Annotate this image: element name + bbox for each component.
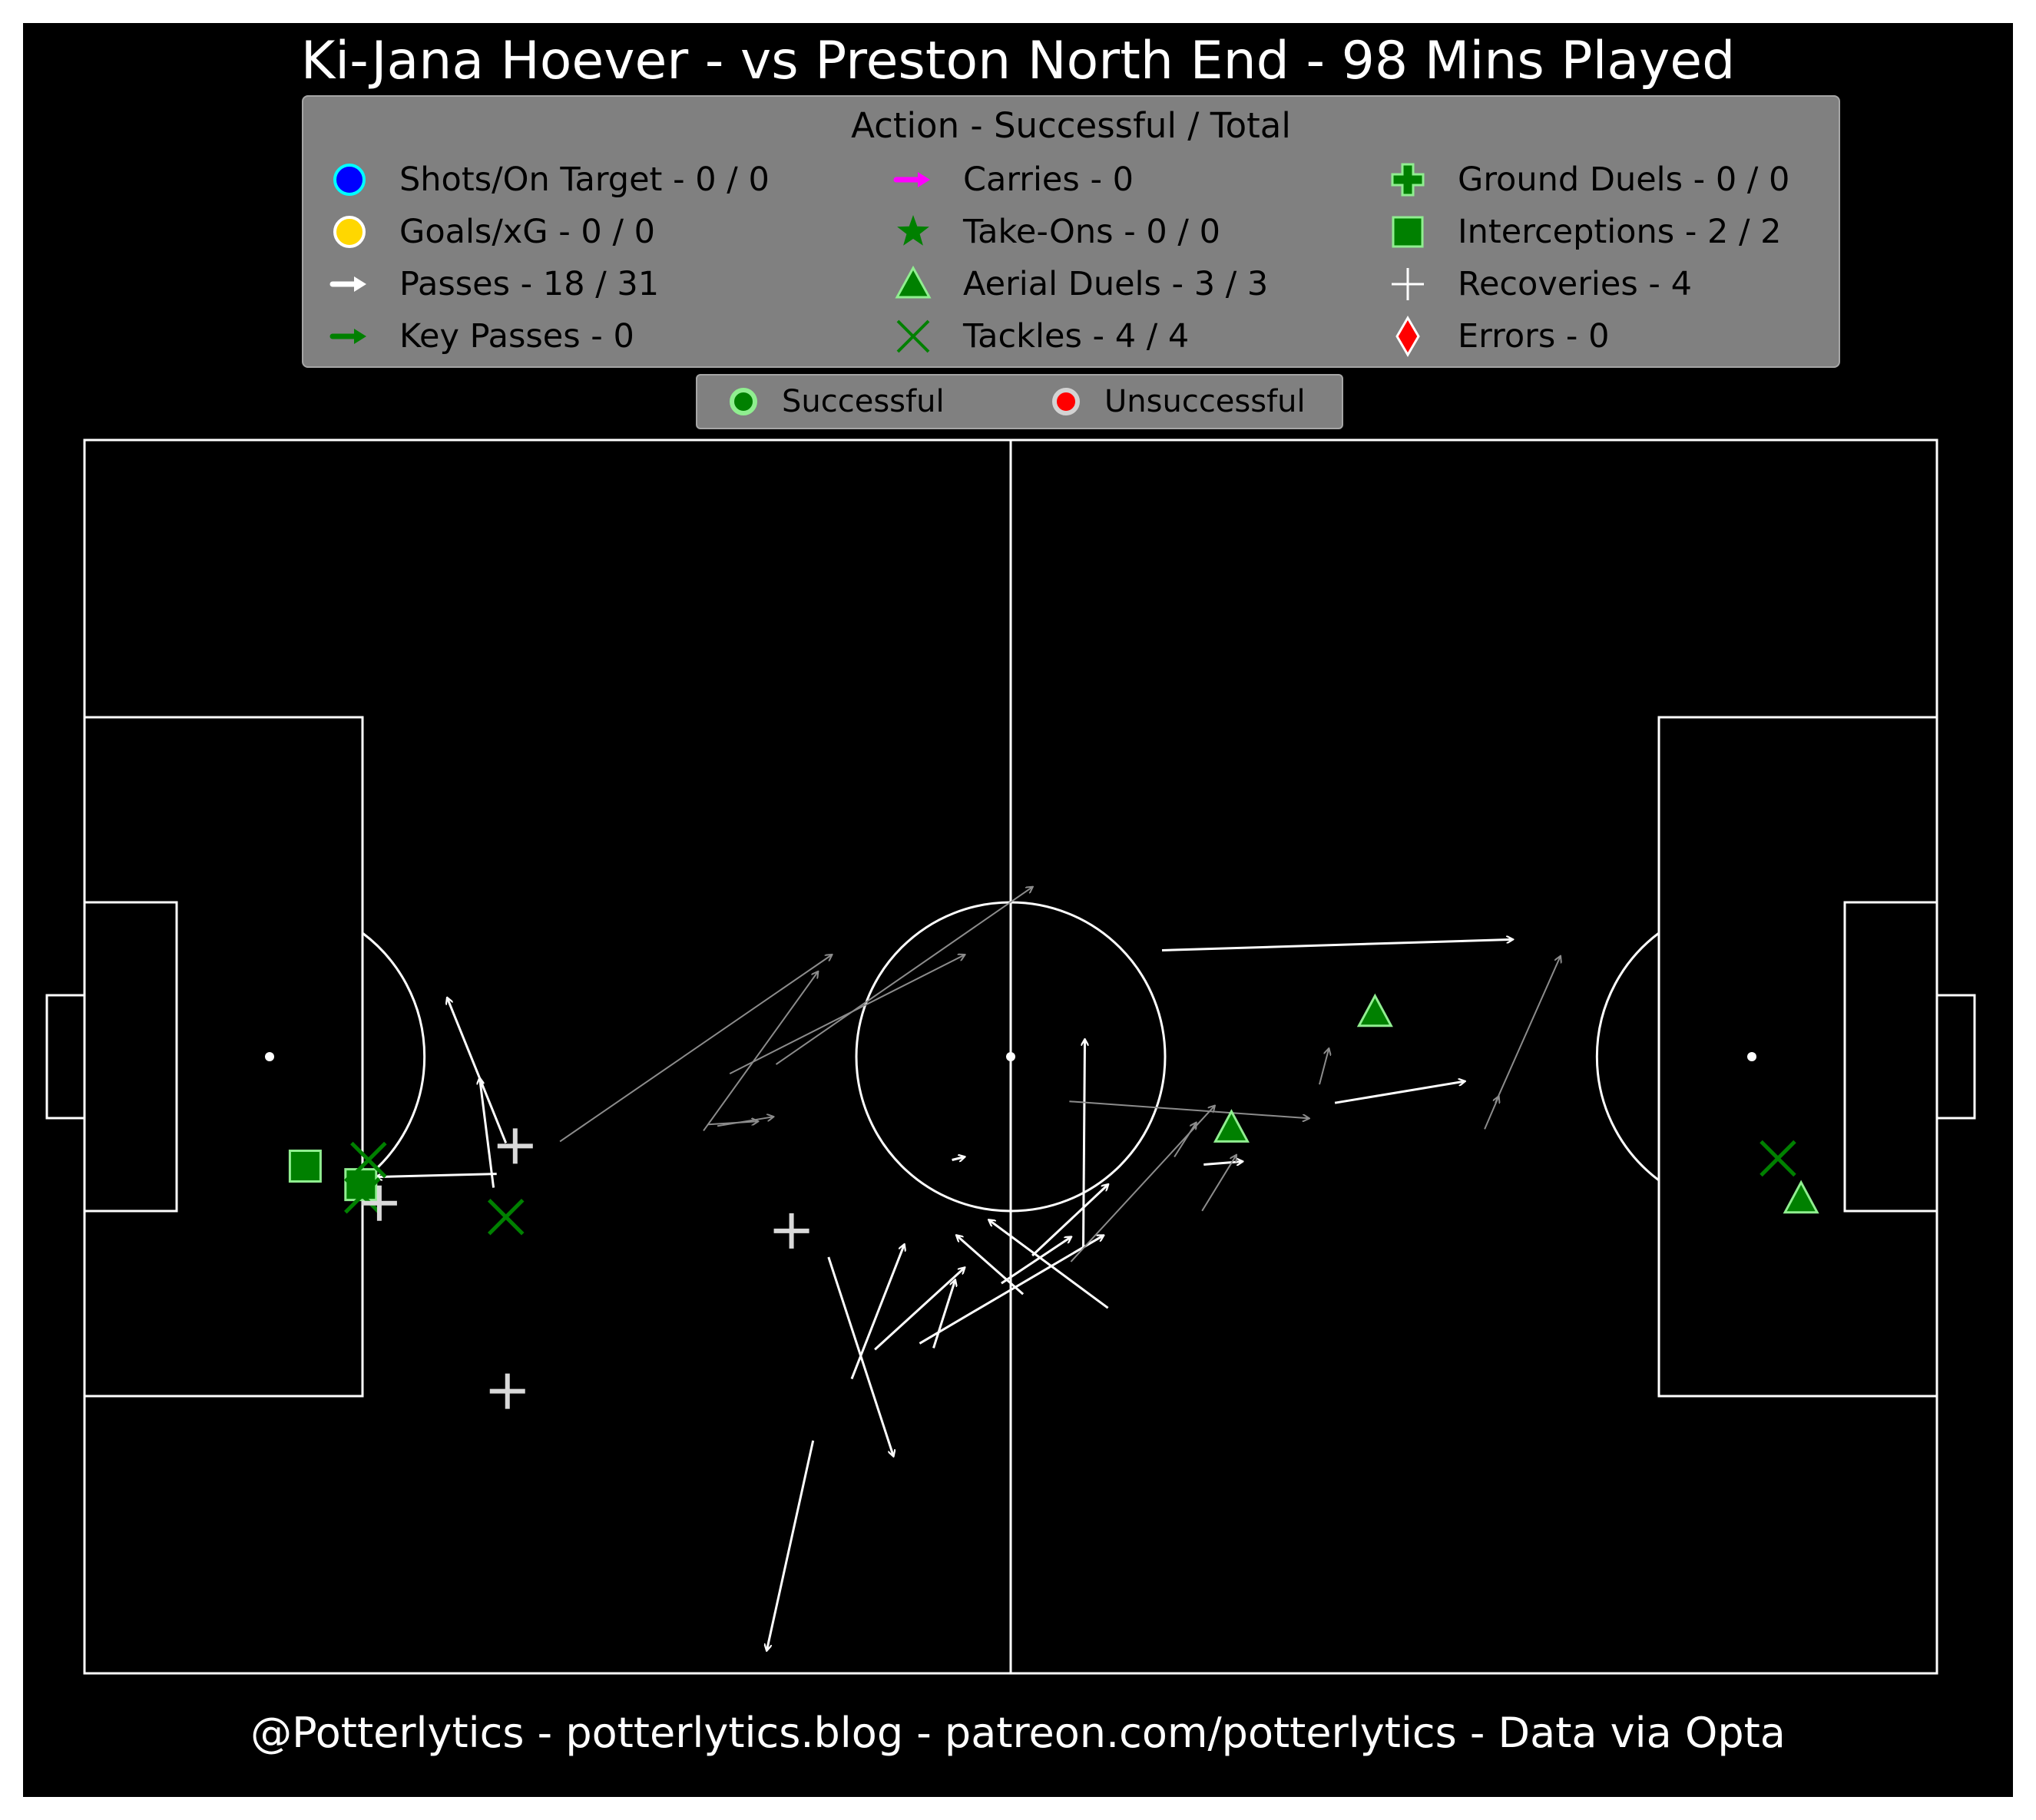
circle-icon — [333, 216, 366, 248]
outcome-legend-label: Successful — [782, 384, 945, 419]
pass-arrow-successful — [1001, 1237, 1071, 1285]
right-six-yard-box — [1843, 901, 1938, 1213]
legend-item-label: Goals/xG - 0 / 0 — [399, 213, 655, 251]
outcome-legend: Successful Unsuccessful — [696, 374, 1343, 429]
pass-arrow-unsuccessful — [775, 887, 1033, 1065]
legend-item-label: Shots/On Target - 0 / 0 — [399, 160, 770, 199]
pitch-markings — [45, 438, 1976, 1675]
tackle-marker — [1760, 1140, 1796, 1177]
pass-arrow-successful — [874, 1268, 965, 1351]
circle-icon — [333, 164, 366, 196]
triangle-icon — [895, 265, 932, 299]
aerial-duel-marker — [1356, 993, 1393, 1027]
left-penalty-spot — [265, 1052, 274, 1061]
legend-item-label: Errors - 0 — [1458, 317, 1610, 356]
pass-arrow-unsuccessful — [703, 972, 818, 1131]
plus-icon — [1392, 268, 1424, 300]
pass-arrow-successful — [952, 1157, 965, 1160]
arrow-icon — [329, 276, 366, 292]
pass-arrow-unsuccessful — [729, 955, 964, 1074]
tackle-marker — [344, 1176, 381, 1214]
x-icon — [896, 319, 930, 353]
legend-item-label: Passes - 18 / 31 — [399, 265, 660, 303]
pass-arrow-successful — [850, 1245, 904, 1380]
left-six-yard-box — [83, 901, 178, 1213]
left-penalty-area — [83, 716, 364, 1398]
legend-item-label: Carries - 0 — [963, 160, 1134, 199]
pass-arrow-successful — [919, 1236, 1103, 1345]
pass-arrow-successful — [957, 1236, 1025, 1296]
legend-title: Action - Successful / Total — [851, 105, 1291, 146]
centre-spot — [1006, 1052, 1015, 1061]
footer-credit: @Potterlytics - potterlytics.blog - patr… — [250, 1709, 1786, 1757]
outcome-dot-icon — [730, 388, 757, 415]
pass-arrow-unsuccessful — [559, 955, 832, 1143]
chart-title: Ki-Jana Hoever - vs Preston North End - … — [300, 31, 1736, 91]
right-goal — [1935, 994, 1976, 1120]
event-layer — [288, 887, 1819, 1650]
pass-arrow-successful — [376, 1173, 497, 1177]
interception-marker — [288, 1150, 322, 1183]
right-penalty-area — [1657, 716, 1938, 1398]
recovery-marker — [361, 1185, 397, 1221]
pass-arrow-unsuccessful — [1069, 1100, 1309, 1118]
legend-item-label: Recoveries - 4 — [1458, 265, 1692, 303]
legend-item-label: Key Passes - 0 — [399, 317, 634, 356]
recovery-marker — [773, 1213, 809, 1249]
pass-arrow-successful — [1334, 1081, 1465, 1104]
diamond-icon — [1395, 316, 1420, 357]
pass-arrow-unsuccessful — [1174, 1123, 1196, 1158]
right-penalty-spot — [1747, 1052, 1756, 1061]
pass-arrow-successful — [447, 998, 508, 1143]
outcome-legend-label: Unsuccessful — [1104, 384, 1306, 419]
pass-arrow-unsuccessful — [1319, 1049, 1329, 1085]
tackle-marker — [350, 1141, 387, 1179]
aerial-duel-marker — [1213, 1109, 1250, 1143]
pass-arrow-unsuccessful — [1070, 1106, 1214, 1262]
outcome-dot-icon — [1052, 388, 1080, 415]
pass-arrow-successful — [766, 1440, 815, 1650]
pass-arrow-successful — [932, 1280, 955, 1348]
plus-filled-icon — [1391, 163, 1425, 197]
square-icon — [1392, 216, 1424, 248]
pass-arrow-successful — [480, 1078, 495, 1188]
right-penalty-arc — [1595, 932, 1660, 1182]
legend-item-label: Interceptions - 2 / 2 — [1458, 213, 1782, 251]
pass-arrow-successful — [989, 1220, 1109, 1309]
legend-item-label: Tackles - 4 / 4 — [963, 317, 1190, 356]
pass-arrow-unsuccessful — [1495, 957, 1561, 1104]
legend-item-label: Ground Duels - 0 / 0 — [1458, 160, 1790, 199]
star-icon — [897, 215, 929, 246]
pass-arrow-successful — [1084, 1040, 1085, 1248]
arrow-icon — [893, 172, 930, 187]
pass-arrow-unsuccessful — [1201, 1156, 1236, 1212]
legend-item-label: Take-Ons - 0 / 0 — [963, 213, 1220, 251]
recovery-marker — [497, 1128, 533, 1164]
left-goal — [45, 994, 86, 1120]
action-legend: Action - Successful / Total Shots/On Tar… — [302, 95, 1840, 368]
arrow-icon — [329, 329, 366, 344]
pass-arrow-successful — [1161, 939, 1512, 951]
pass-arrow-successful — [1203, 1162, 1242, 1165]
pass-arrow-unsuccessful — [717, 1117, 773, 1127]
tackle-marker — [487, 1199, 525, 1236]
recovery-marker — [489, 1373, 525, 1409]
legend-item-label: Aerial Duels - 3 / 3 — [963, 265, 1269, 303]
aerial-duel-marker — [1783, 1180, 1819, 1214]
left-penalty-arc — [362, 932, 426, 1182]
pass-arrow-successful — [1031, 1185, 1108, 1257]
